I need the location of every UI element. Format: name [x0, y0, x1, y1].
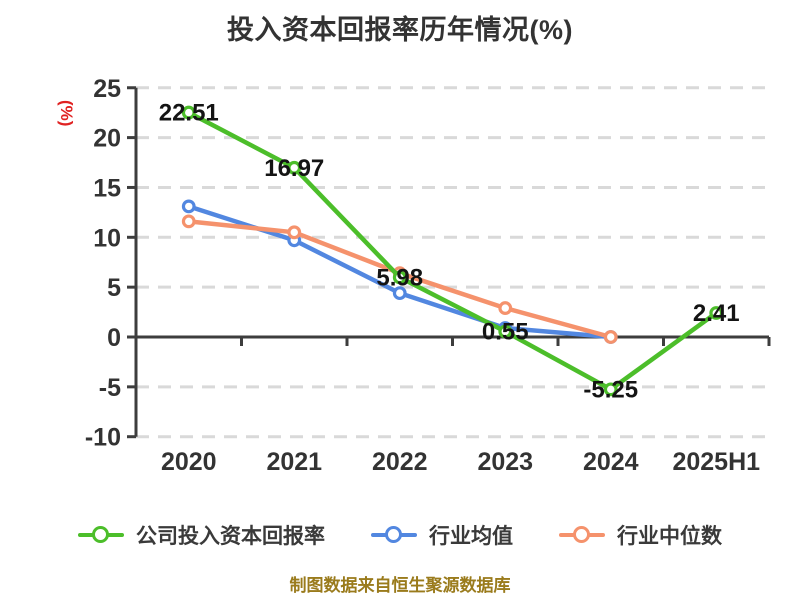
y-tick-label: 10	[93, 224, 121, 252]
legend-dot-icon	[573, 526, 590, 543]
footer-note: 制图数据来自恒生聚源数据库	[289, 576, 511, 595]
data-label: 22.51	[159, 100, 219, 127]
data-point	[287, 225, 302, 240]
data-point	[392, 286, 407, 301]
series-line	[186, 110, 719, 392]
data-point	[498, 324, 513, 339]
data-point	[181, 105, 196, 120]
data-label: 16.97	[264, 155, 324, 182]
data-label: 2.41	[693, 300, 740, 327]
legend-swatch-orange	[559, 525, 605, 545]
legend-label: 公司投入资本回报率	[136, 525, 325, 548]
legend-item-industry-median[interactable]: 行业中位数	[559, 520, 722, 550]
data-point	[603, 330, 618, 344]
x-tick-label-2025H1: 2025H1	[672, 448, 760, 476]
legend-label: 行业中位数	[617, 525, 722, 548]
data-point	[181, 199, 196, 214]
legend-swatch-green	[78, 525, 124, 545]
x-tick-label-2021: 2021	[266, 448, 322, 476]
y-tick-label: 25	[93, 75, 121, 103]
legend-item-industry-mean[interactable]: 行业均值	[371, 520, 513, 550]
y-tick-label: 20	[93, 125, 121, 153]
legend-swatch-blue	[371, 525, 417, 545]
y-tick-label: 5	[107, 274, 121, 302]
legend: 公司投入资本回报率 行业均值 行业中位数	[0, 520, 800, 550]
legend-dot-icon	[92, 526, 109, 543]
data-label: -5.25	[583, 376, 638, 403]
data-point	[709, 306, 724, 320]
data-label: 0.55	[482, 319, 529, 346]
y-tick-label: 15	[93, 174, 121, 202]
data-point	[603, 382, 618, 397]
y-tick-label: -10	[85, 424, 121, 452]
legend-item-company-roic[interactable]: 公司投入资本回报率	[78, 520, 325, 550]
data-point	[392, 270, 407, 285]
data-point	[287, 160, 302, 175]
y-tick-label: 0	[107, 324, 121, 352]
legend-label: 行业均值	[429, 525, 513, 548]
data-point	[181, 214, 196, 229]
y-tick-label: -5	[99, 374, 121, 402]
x-tick-label-2020: 2020	[161, 448, 217, 476]
data-point	[498, 301, 513, 315]
x-tick-label-2024: 2024	[583, 448, 639, 476]
x-tick-label-2022: 2022	[372, 448, 428, 476]
data-label: 5.98	[376, 264, 423, 291]
x-tick-label-2023: 2023	[477, 448, 533, 476]
legend-dot-icon	[385, 526, 402, 543]
chart-title: 投入资本回报率历年情况(%)	[227, 15, 573, 45]
